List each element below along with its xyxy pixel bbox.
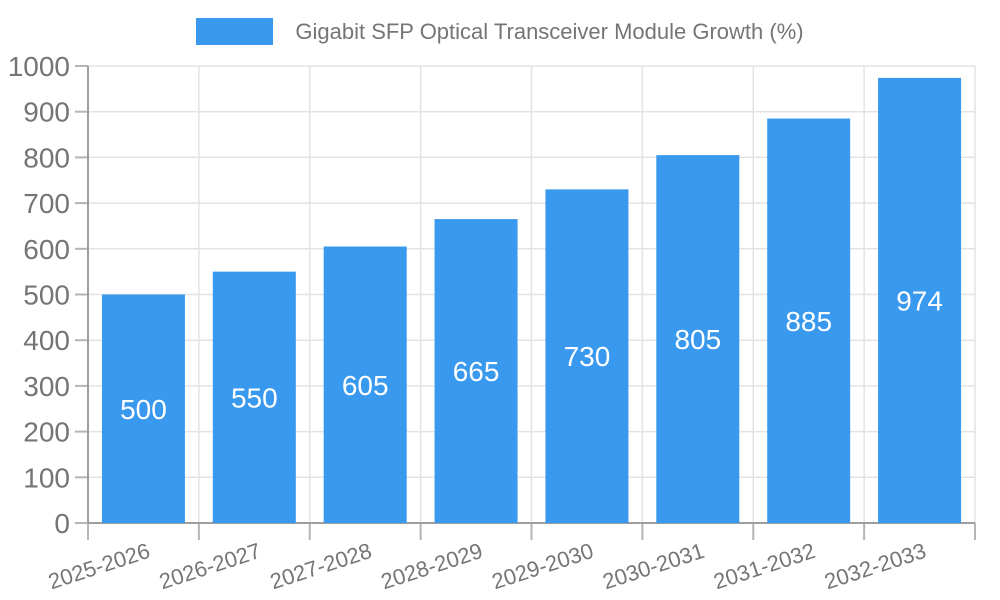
bar[interactable] [101,294,185,524]
bar-value-label: 974 [896,285,943,316]
legend-swatch [196,18,274,45]
y-tick-label: 500 [23,280,70,311]
bar[interactable] [878,77,962,523]
bar[interactable] [545,189,629,523]
y-tick-label: 800 [23,142,70,173]
y-tick-label: 700 [23,188,70,219]
chart-legend[interactable]: Gigabit SFP Optical Transceiver Module G… [0,18,1000,45]
bar[interactable] [767,118,851,524]
bar[interactable] [212,271,296,523]
y-tick-label: 100 [23,462,70,493]
y-tick-label: 300 [23,371,70,402]
x-tick-label: 2027-2028 [267,538,375,594]
y-tick-label: 0 [54,508,70,539]
bar[interactable] [434,219,518,523]
legend-label: Gigabit SFP Optical Transceiver Module G… [295,19,804,44]
x-tick-label: 2031-2032 [710,538,818,594]
x-tick-label: 2030-2031 [600,538,708,594]
x-tick-label: 2032-2033 [821,538,929,594]
bar-value-label: 805 [674,324,721,355]
y-tick-label: 400 [23,325,70,356]
bar-value-label: 605 [342,370,389,401]
bar-value-label: 885 [785,306,832,337]
x-tick-label: 2029-2030 [489,538,597,594]
y-tick-label: 900 [23,97,70,128]
bar-value-label: 730 [564,341,611,372]
bar[interactable] [656,155,740,524]
x-tick-label: 2028-2029 [378,538,486,594]
bar-value-label: 500 [120,394,167,425]
bar-value-label: 665 [453,356,500,387]
y-tick-label: 200 [23,417,70,448]
y-tick-label: 600 [23,234,70,265]
bar[interactable] [323,246,407,523]
x-tick-label: 2026-2027 [156,538,264,594]
x-tick-label: 2025-2026 [45,538,153,594]
y-tick-label: 1000 [8,51,70,82]
bar-value-label: 550 [231,382,278,413]
